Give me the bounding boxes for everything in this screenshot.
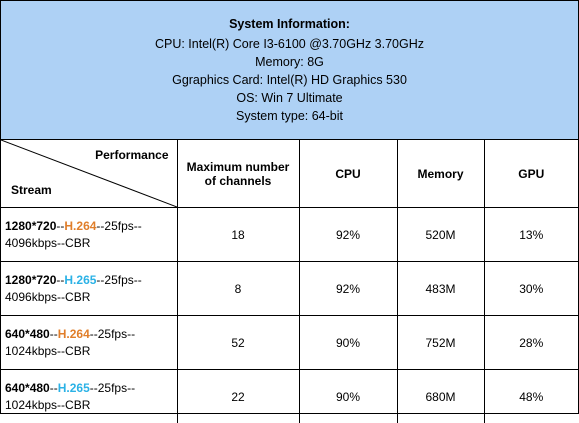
stream-line1: 640*480--H.265--25fps-- [5, 380, 177, 397]
codec: H.264 [64, 219, 96, 233]
gpu-cell: 13% [484, 208, 578, 262]
gpu-header: GPU [484, 140, 578, 208]
stream-cell: 1280*720--H.265--25fps-- 4096kbps--CBR [1, 262, 177, 316]
stream-params: --25fps-- [96, 273, 141, 287]
performance-sheet: System Information: CPU: Intel(R) Core I… [0, 0, 579, 414]
os-info: OS: Win 7 Ultimate [1, 89, 578, 107]
stream-params: --25fps-- [96, 219, 141, 233]
performance-table: Performance Stream Maximum number of cha… [1, 139, 578, 423]
gpu-cell: 48% [484, 370, 578, 423]
graphics-info: Ggraphics Card: Intel(R) HD Graphics 530 [1, 71, 578, 89]
separator: -- [50, 327, 58, 341]
resolution: 1280*720 [5, 273, 56, 287]
memory-cell: 520M [397, 208, 484, 262]
system-info-panel: System Information: CPU: Intel(R) Core I… [1, 1, 578, 140]
stream-line2: 1024kbps--CBR [5, 397, 177, 414]
channels-cell: 22 [177, 370, 299, 423]
channels-cell: 8 [177, 262, 299, 316]
cpu-header: CPU [299, 140, 397, 208]
table-row: 640*480--H.265--25fps-- 1024kbps--CBR 22… [1, 370, 578, 423]
table-row: 640*480--H.264--25fps-- 1024kbps--CBR 52… [1, 316, 578, 370]
stream-line2: 4096kbps--CBR [5, 289, 177, 306]
system-type-info: System type: 64-bit [1, 107, 578, 125]
stream-line1: 1280*720--H.265--25fps-- [5, 272, 177, 289]
system-info-title: System Information: [1, 15, 578, 33]
cpu-cell: 92% [299, 262, 397, 316]
cpu-cell: 90% [299, 316, 397, 370]
channels-header: Maximum number of channels [177, 140, 299, 208]
resolution: 640*480 [5, 327, 50, 341]
stream-cell: 1280*720--H.264--25fps-- 4096kbps--CBR [1, 208, 177, 262]
stream-params: --25fps-- [90, 381, 135, 395]
resolution: 640*480 [5, 381, 50, 395]
memory-header: Memory [397, 140, 484, 208]
codec: H.265 [64, 273, 96, 287]
cpu-cell: 92% [299, 208, 397, 262]
channels-header-line1: Maximum number [178, 160, 299, 174]
channels-header-line2: of channels [178, 174, 299, 188]
codec: H.264 [58, 327, 90, 341]
channels-cell: 52 [177, 316, 299, 370]
gpu-cell: 30% [484, 262, 578, 316]
stream-line1: 1280*720--H.264--25fps-- [5, 218, 177, 235]
stream-line1: 640*480--H.264--25fps-- [5, 326, 177, 343]
separator: -- [50, 381, 58, 395]
cpu-cell: 90% [299, 370, 397, 423]
performance-header: Performance [95, 148, 168, 162]
stream-line2: 1024kbps--CBR [5, 343, 177, 360]
codec: H.265 [58, 381, 90, 395]
cpu-info: CPU: Intel(R) Core I3-6100 @3.70GHz 3.70… [1, 35, 578, 53]
stream-line2: 4096kbps--CBR [5, 235, 177, 252]
channels-cell: 18 [177, 208, 299, 262]
stream-header: Stream [11, 183, 52, 197]
resolution: 1280*720 [5, 219, 56, 233]
table-row: 1280*720--H.264--25fps-- 4096kbps--CBR 1… [1, 208, 578, 262]
memory-cell: 752M [397, 316, 484, 370]
memory-cell: 680M [397, 370, 484, 423]
diagonal-header-cell: Performance Stream [1, 140, 177, 208]
gpu-cell: 28% [484, 316, 578, 370]
stream-cell: 640*480--H.264--25fps-- 1024kbps--CBR [1, 316, 177, 370]
header-row: Performance Stream Maximum number of cha… [1, 140, 578, 208]
stream-cell: 640*480--H.265--25fps-- 1024kbps--CBR [1, 370, 177, 423]
stream-params: --25fps-- [90, 327, 135, 341]
memory-info: Memory: 8G [1, 53, 578, 71]
memory-cell: 483M [397, 262, 484, 316]
table-row: 1280*720--H.265--25fps-- 4096kbps--CBR 8… [1, 262, 578, 316]
